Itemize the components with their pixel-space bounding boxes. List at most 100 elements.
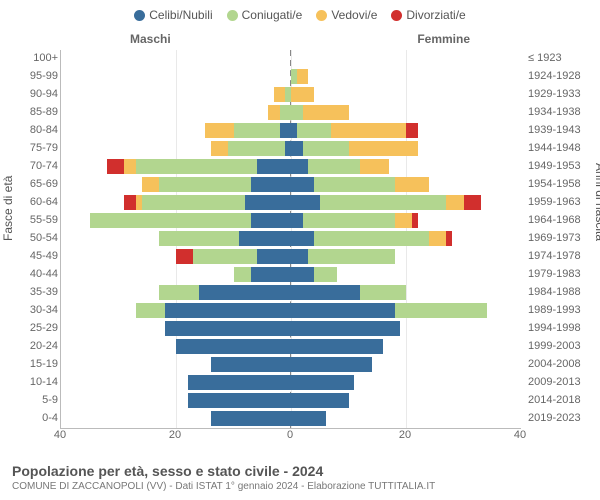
bar-seg-vedovi (268, 105, 280, 120)
bar-seg-vedovi (297, 69, 309, 84)
bar-seg-divorziati (446, 231, 452, 246)
bar-seg-coniugati (234, 123, 280, 138)
pyramid-row (61, 320, 521, 337)
pyramid-row (61, 50, 521, 67)
y-right-tick: 1944-1948 (528, 140, 598, 157)
y-left-tick: 40-44 (0, 266, 58, 283)
female-half (291, 411, 521, 426)
bar-seg-celibi (291, 357, 372, 372)
bar-seg-coniugati (90, 213, 251, 228)
male-half (61, 393, 291, 408)
bar-seg-vedovi (331, 123, 406, 138)
y-left-tick: 35-39 (0, 284, 58, 301)
female-half (291, 339, 521, 354)
female-half (291, 285, 521, 300)
bar-seg-coniugati (291, 105, 303, 120)
female-half (291, 303, 521, 318)
bar-seg-coniugati (297, 123, 332, 138)
y-right-tick: 1974-1978 (528, 248, 598, 265)
y-left-tick: 50-54 (0, 230, 58, 247)
y-right-tick: 1939-1943 (528, 122, 598, 139)
bar-seg-celibi (291, 285, 360, 300)
y-right-tick: 2014-2018 (528, 392, 598, 409)
female-half (291, 105, 521, 120)
bar-seg-celibi (239, 231, 291, 246)
chart-area: Maschi Femmine Fasce di età Anni di nasc… (0, 24, 600, 444)
pyramid-row (61, 392, 521, 409)
y-right-tick: 1994-1998 (528, 320, 598, 337)
male-half (61, 159, 291, 174)
bar-seg-celibi (291, 267, 314, 282)
bar-seg-coniugati (308, 159, 360, 174)
y-left-tick: 25-29 (0, 320, 58, 337)
y-left-tick: 20-24 (0, 338, 58, 355)
bar-seg-celibi (291, 411, 326, 426)
bar-seg-vedovi (349, 141, 418, 156)
male-half (61, 285, 291, 300)
pyramid-row (61, 86, 521, 103)
legend-label: Divorziati/e (406, 8, 465, 22)
bar-seg-coniugati (142, 195, 246, 210)
bar-seg-celibi (291, 231, 314, 246)
bar-seg-vedovi (360, 159, 389, 174)
female-half (291, 231, 521, 246)
male-half (61, 51, 291, 66)
bar-seg-coniugati (234, 267, 251, 282)
y-right-tick: 2004-2008 (528, 356, 598, 373)
y-right-tick: ≤ 1923 (528, 50, 598, 67)
bar-seg-celibi (291, 321, 400, 336)
female-half (291, 69, 521, 84)
bar-seg-coniugati (308, 249, 394, 264)
male-half (61, 267, 291, 282)
y-right-tick: 1934-1938 (528, 104, 598, 121)
female-half (291, 321, 521, 336)
bar-seg-coniugati (360, 285, 406, 300)
male-half (61, 249, 291, 264)
y-right-tick: 1949-1953 (528, 158, 598, 175)
bar-seg-divorziati (464, 195, 481, 210)
bar-seg-celibi (291, 159, 308, 174)
male-half (61, 195, 291, 210)
bar-seg-celibi (211, 357, 292, 372)
bar-seg-coniugati (159, 285, 199, 300)
x-axis-ticks: 402002040 (60, 429, 520, 445)
bar-seg-celibi (291, 393, 349, 408)
y-right-tick: 2019-2023 (528, 410, 598, 427)
y-left-tick: 75-79 (0, 140, 58, 157)
bar-seg-celibi (199, 285, 291, 300)
pyramid-row (61, 248, 521, 265)
male-half (61, 177, 291, 192)
pyramid-row (61, 104, 521, 121)
female-half (291, 87, 521, 102)
y-left-tick: 15-19 (0, 356, 58, 373)
bar-seg-coniugati (395, 303, 487, 318)
pyramid-row (61, 140, 521, 157)
y-left-tick: 60-64 (0, 194, 58, 211)
legend-item-celibi: Celibi/Nubili (134, 8, 212, 22)
bar-seg-coniugati (280, 105, 292, 120)
pyramid-row (61, 68, 521, 85)
bar-seg-vedovi (303, 105, 349, 120)
legend-label: Vedovi/e (331, 8, 377, 22)
y-left-tick: 95-99 (0, 68, 58, 85)
bar-seg-celibi (165, 321, 292, 336)
legend-item-divorziati: Divorziati/e (391, 8, 465, 22)
bar-seg-vedovi (291, 87, 314, 102)
y-left-tick: 90-94 (0, 86, 58, 103)
bar-seg-vedovi (211, 141, 228, 156)
male-half (61, 213, 291, 228)
bar-seg-celibi (280, 123, 292, 138)
legend-item-coniugati: Coniugati/e (227, 8, 303, 22)
bar-seg-vedovi (429, 231, 446, 246)
male-half (61, 69, 291, 84)
plot-area (60, 50, 521, 429)
pyramid-row (61, 338, 521, 355)
pyramid-row (61, 374, 521, 391)
y-left-tick: 5-9 (0, 392, 58, 409)
bar-seg-vedovi (395, 213, 412, 228)
bar-seg-coniugati (159, 177, 251, 192)
female-half (291, 141, 521, 156)
bar-seg-divorziati (124, 195, 136, 210)
male-half (61, 321, 291, 336)
y-left-tick: 80-84 (0, 122, 58, 139)
